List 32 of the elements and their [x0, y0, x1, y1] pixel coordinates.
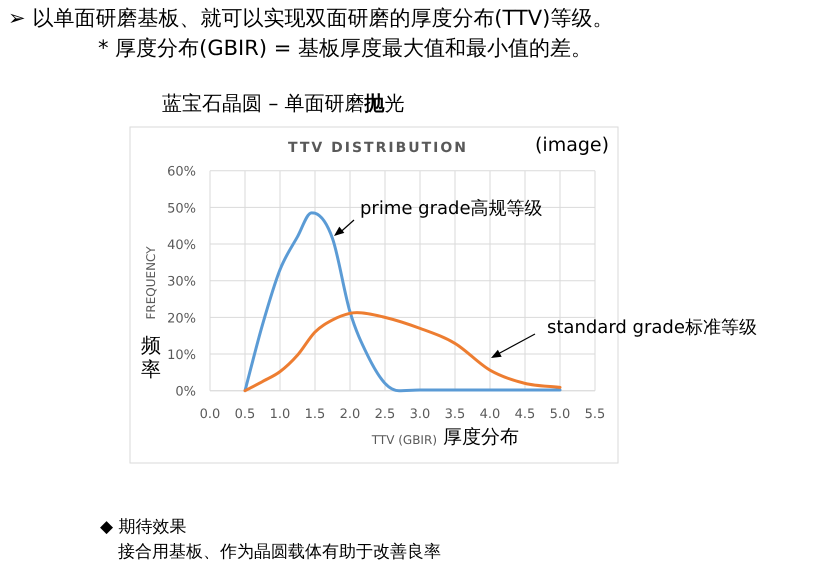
x-tick-label: 2.5 — [374, 407, 396, 422]
text: 厚度分布 — [443, 426, 519, 448]
x-tick-label: 1.0 — [270, 407, 290, 422]
x-tick-label: 2.0 — [340, 407, 360, 422]
series-label: prime grade高规等级 — [360, 198, 543, 219]
text: standard grade标准等级 — [547, 317, 757, 338]
x-tick-label: 5.5 — [584, 407, 606, 422]
x-tick-label: 3.0 — [410, 407, 430, 422]
chart-title: TTV DISTRIBUTION — [288, 140, 468, 156]
text: * 厚度分布(GBIR) = 基板厚度最大值和最小值的差。 — [98, 36, 592, 60]
x-tick-label: 4.0 — [480, 407, 500, 422]
x-axis-title: TTV (GBIR) — [370, 433, 437, 447]
y-tick-label: 50% — [167, 201, 196, 216]
x-tick-label: 5.0 — [550, 407, 570, 422]
x-tick-label: 1.5 — [304, 407, 326, 422]
x-tick-label: 0.0 — [200, 407, 220, 422]
text: ◆ 期待效果 — [100, 517, 186, 537]
y-tick-label: 30% — [167, 274, 196, 290]
text: ➢ 以单面研磨基板、就可以实现双面研磨的厚度分布(TTV)等级。 — [8, 6, 614, 30]
text: 蓝宝石晶圆 – 单面研磨抛光 — [162, 91, 405, 115]
x-tick-label: 3.5 — [444, 407, 466, 422]
text: (image) — [535, 134, 610, 156]
y-tick-label: 10% — [167, 348, 196, 364]
x-tick-label: 0.5 — [234, 407, 256, 422]
x-tick-label: 4.5 — [514, 407, 536, 422]
y-tick-label: 0% — [175, 384, 196, 400]
text: 接合用基板、作为晶圆载体有助于改善良率 — [118, 542, 441, 562]
text: 频率 — [141, 333, 161, 381]
y-tick-label: 20% — [167, 311, 196, 326]
y-tick-label: 60% — [167, 164, 196, 180]
y-axis-title: FREQUENCY — [144, 246, 158, 320]
y-tick-label: 40% — [167, 238, 196, 254]
